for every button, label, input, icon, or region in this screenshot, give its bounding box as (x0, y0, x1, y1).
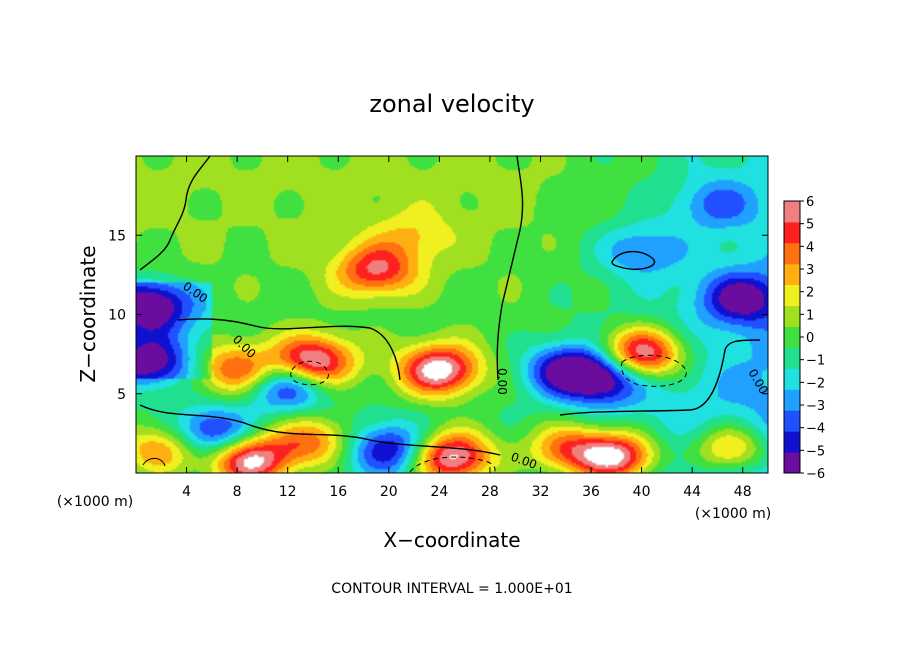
colorbar-tick-label: −5 (806, 444, 825, 459)
y-tick-label: 10 (108, 308, 126, 324)
colorbar-tick-label: 3 (806, 263, 814, 278)
colorbar-tick-label: −3 (806, 399, 825, 414)
colorbar-tick-label: 0 (806, 331, 814, 346)
contour-zero-right-lower (559, 339, 761, 416)
colorbar-segment (784, 242, 800, 265)
colorbar-segment (784, 284, 800, 307)
colorbar: 6 5 4 3 2 1 0 −1 −2 −3 −4 −5 −6 (783, 195, 825, 482)
colorbar-tick-label: 6 (806, 195, 814, 210)
y-tick-label: 5 (117, 387, 126, 403)
colorbar-segment (784, 389, 800, 411)
colorbar-segment (784, 263, 800, 286)
contour-zero-mid (177, 318, 401, 381)
x-tick-label: 8 (233, 484, 242, 500)
contour-interval-note: CONTOUR INTERVAL = 1.000E+01 (331, 581, 572, 597)
colorbar-segment (784, 431, 800, 453)
heatmap-plot-area: 0.000.000.000.000.00 (135, 155, 769, 474)
x-unit-label-right: (×1000 m) (695, 506, 771, 522)
colorbar-tick-label: −6 (806, 467, 825, 482)
y-axis: 5 10 15 (108, 228, 768, 403)
x-unit-label-left: (×1000 m) (57, 494, 133, 510)
x-tick-label: 4 (182, 484, 191, 500)
contour-label: 0.00 (495, 368, 509, 395)
heatmap-image (136, 156, 768, 473)
contour-neg-left (290, 360, 329, 386)
contour-zero-right-loop (611, 251, 656, 270)
x-tick-label: 16 (329, 484, 347, 500)
colorbar-tick-label: 5 (806, 218, 814, 233)
contour-pos-small (142, 457, 166, 467)
x-tick-label: 32 (532, 484, 550, 500)
colorbar-tick-label: −2 (806, 376, 825, 391)
y-axis-title: Z−coordinate (76, 245, 100, 382)
x-axis: 4 8 12 16 20 24 28 32 36 40 44 48 (182, 156, 752, 500)
colorbar-tick-label: −1 (806, 354, 825, 369)
y-tick-label: 15 (108, 228, 126, 244)
x-tick-label: 28 (481, 484, 499, 500)
colorbar-segment (784, 201, 800, 223)
contour-zero-left (139, 156, 211, 271)
contour-zero-center (496, 156, 524, 381)
colorbar-segment (784, 368, 800, 390)
contour-lines (139, 156, 761, 473)
x-tick-label: 44 (683, 484, 701, 500)
colorbar-segment (784, 221, 800, 244)
colorbar-tick-label: −4 (806, 422, 825, 437)
colorbar-segment (784, 410, 800, 432)
contour-neg-bottom (409, 456, 496, 473)
x-tick-label: 48 (734, 484, 752, 500)
colorbar-segment (784, 305, 800, 328)
x-tick-label: 24 (430, 484, 448, 500)
colorbar-tick-label: 2 (806, 286, 814, 301)
colorbar-tick-label: 4 (806, 240, 814, 255)
chart-title: zonal velocity (369, 90, 534, 118)
colorbar-segment (784, 347, 800, 369)
colorbar-segment (784, 326, 800, 348)
x-tick-label: 20 (380, 484, 398, 500)
x-tick-label: 40 (633, 484, 651, 500)
x-axis-title: X−coordinate (383, 528, 520, 552)
x-tick-label: 12 (279, 484, 297, 500)
colorbar-segment (784, 452, 800, 474)
contour-zero-lower (139, 404, 501, 456)
colorbar-tick-label: 1 (806, 308, 814, 323)
x-tick-label: 36 (582, 484, 600, 500)
